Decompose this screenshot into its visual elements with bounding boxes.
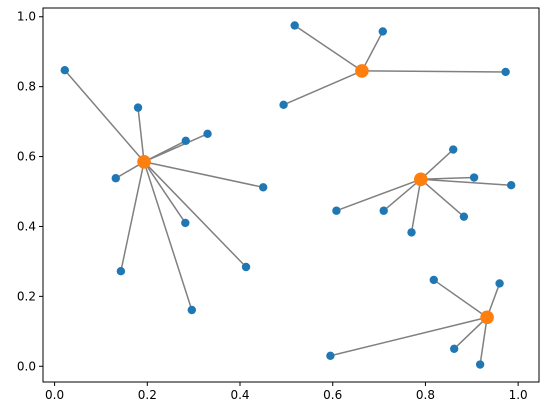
points-layer: [60, 21, 516, 369]
edge-line: [410, 179, 422, 233]
edge-line: [143, 161, 247, 268]
x-axis: 0.0 0.2 0.4 0.6 0.8 1.0: [45, 382, 528, 402]
cluster-center-point: [137, 154, 151, 169]
data-point: [332, 206, 341, 215]
data-point: [258, 183, 268, 192]
data-point: [449, 344, 459, 353]
y-tick-label: 0.0: [17, 359, 36, 373]
edge-line: [479, 317, 488, 365]
edge-line: [361, 31, 384, 72]
data-point: [111, 174, 120, 183]
y-tick-label: 1.0: [17, 10, 36, 24]
edge-line: [283, 70, 363, 106]
data-point: [187, 305, 196, 315]
data-point: [378, 27, 387, 36]
edge-line: [453, 316, 488, 350]
y-tick-label: 0.2: [17, 289, 36, 303]
y-tick-label: 0.4: [17, 219, 36, 233]
data-point: [449, 145, 458, 154]
edge-line: [137, 107, 145, 162]
cluster-center-point: [480, 310, 494, 325]
edge-line: [433, 279, 488, 318]
edges-layer: [64, 24, 512, 365]
centers-layer: [137, 64, 494, 325]
edge-line: [336, 178, 422, 212]
data-point: [475, 360, 485, 369]
y-axis: 0.0 0.2 0.4 0.6 0.8 1.0: [17, 10, 43, 373]
edge-line: [383, 178, 422, 212]
data-point: [133, 103, 143, 112]
edge-line: [143, 133, 208, 163]
data-point: [181, 218, 190, 228]
edge-line: [420, 176, 475, 181]
axes-frame: [42, 7, 540, 383]
data-point: [506, 181, 516, 190]
data-point: [279, 100, 288, 110]
x-tick-label: 0.6: [323, 388, 342, 402]
edge-line: [420, 178, 465, 218]
x-tick-label: 0.8: [416, 388, 435, 402]
data-point: [407, 228, 416, 237]
data-point: [501, 67, 510, 77]
data-point: [459, 212, 469, 221]
data-point: [469, 173, 479, 182]
cluster-center-point: [413, 172, 428, 187]
data-point: [116, 266, 126, 276]
edge-line: [361, 70, 506, 73]
data-point: [181, 136, 190, 146]
edge-line: [143, 161, 193, 311]
x-tick-label: 0.4: [230, 388, 249, 402]
edge-line: [420, 149, 454, 180]
x-tick-label: 0.0: [45, 388, 64, 402]
edge-line: [64, 69, 145, 163]
edge-line: [330, 316, 488, 357]
edge-line: [294, 24, 363, 72]
data-point: [429, 275, 438, 285]
data-point: [60, 66, 69, 75]
data-point: [326, 351, 335, 360]
x-tick-label: 0.2: [138, 388, 157, 402]
data-point: [290, 21, 299, 30]
data-point: [241, 262, 251, 272]
data-point: [495, 279, 504, 288]
x-tick-label: 1.0: [509, 388, 528, 402]
edge-line: [143, 161, 186, 224]
y-tick-label: 0.6: [17, 150, 36, 164]
cluster-center-point: [355, 64, 369, 78]
edge-line: [143, 161, 264, 189]
edge-line: [120, 161, 145, 272]
edge-line: [420, 178, 512, 186]
y-tick-label: 0.8: [17, 80, 36, 94]
data-point: [203, 129, 212, 139]
data-point: [379, 206, 388, 215]
